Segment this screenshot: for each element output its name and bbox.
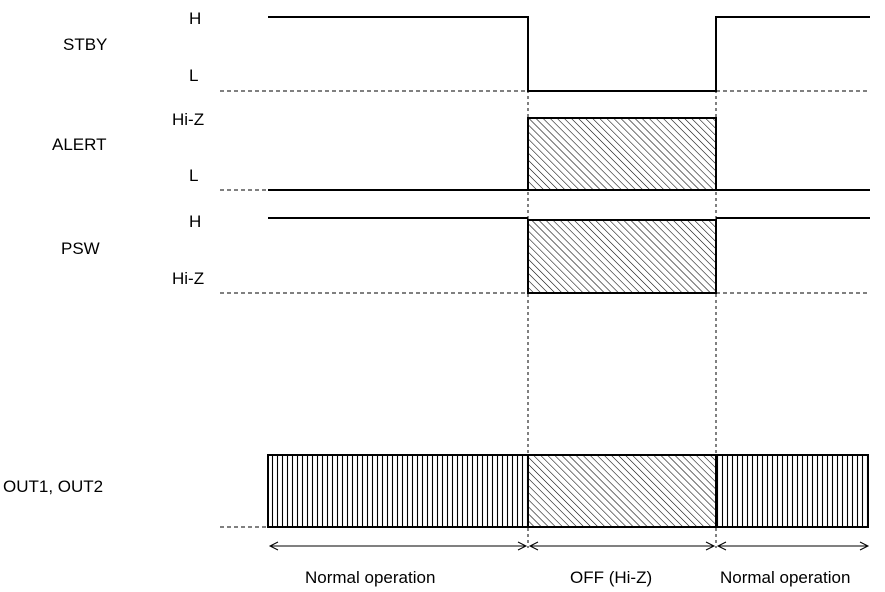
stby-high-level: H [189, 9, 201, 28]
out-off-region [527, 454, 717, 528]
psw-hi-z-region [527, 219, 717, 294]
out-normal-region-before [267, 454, 529, 528]
psw-hiz-level: Hi-Z [172, 269, 204, 288]
phase-arrows [268, 541, 870, 551]
alert-hi-z-region [527, 117, 717, 191]
stby-waveform [268, 16, 870, 92]
phase-normal-after: Normal operation [720, 568, 850, 587]
out-normal-region-after [715, 454, 869, 528]
psw-high-level: H [189, 212, 201, 231]
phase-off: OFF (Hi-Z) [570, 568, 652, 587]
baselines [220, 90, 868, 528]
phase-normal-before: Normal operation [305, 568, 435, 587]
stby-low-level: L [189, 66, 198, 85]
stby-label: STBY [63, 35, 107, 54]
alert-low-level: L [189, 166, 198, 185]
alert-label: ALERT [52, 135, 107, 154]
psw-label: PSW [61, 239, 100, 258]
out-label: OUT1, OUT2 [3, 477, 103, 496]
alert-hiz-level: Hi-Z [172, 110, 204, 129]
